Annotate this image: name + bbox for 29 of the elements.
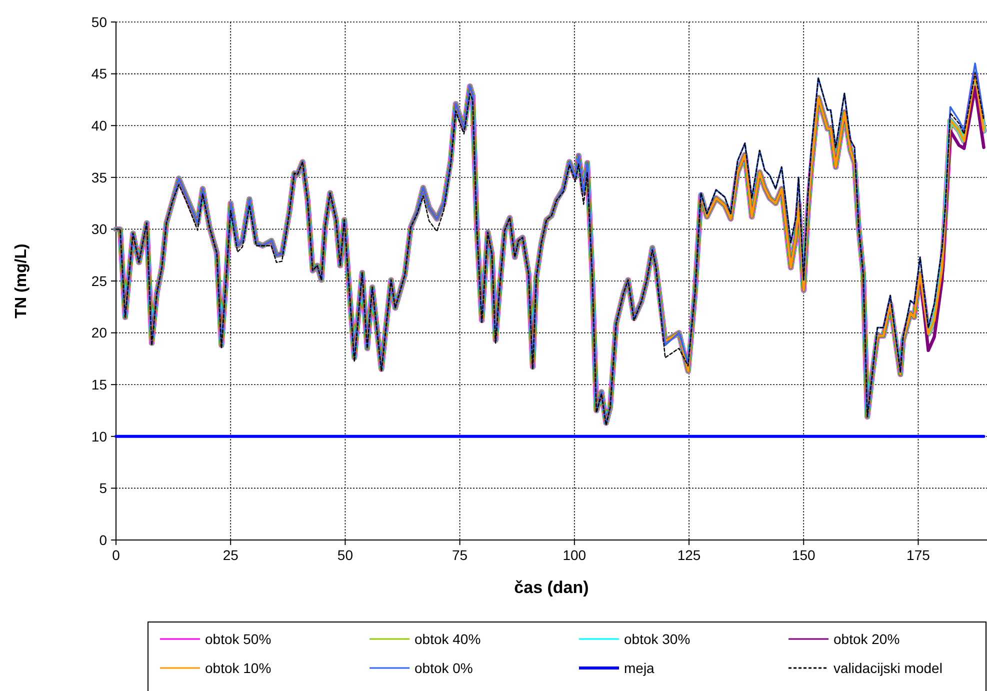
y-axis-title: TN (mg/L) [13,244,30,318]
legend-label: obtok 0% [414,660,473,676]
legend-label: obtok 30% [624,630,690,647]
legend-label: meja [624,660,655,676]
y-tick-label: 5 [99,480,108,496]
legend-label: obtok 50% [205,630,272,647]
y-tick-label: 40 [91,118,108,134]
y-tick-label: 45 [91,66,108,82]
x-tick-label: 100 [562,547,586,563]
legend-label: obtok 40% [414,630,481,647]
x-tick-label: 75 [452,547,468,563]
y-tick-label: 50 [91,14,108,30]
legend-label: validacijski model [834,660,942,676]
y-tick-label: 35 [91,169,108,186]
legend-label: obtok 10% [205,660,272,676]
y-tick-label: 25 [91,272,108,289]
x-tick-label: 25 [222,547,239,563]
x-tick-label: 175 [906,547,930,563]
x-tick-label: 125 [677,547,701,563]
y-tick-label: 20 [91,324,108,341]
x-tick-label: 150 [792,547,816,563]
y-tick-label: 10 [91,428,108,444]
x-tick-label: 50 [337,547,354,563]
y-tick-label: 15 [91,376,108,392]
y-tick-label: 0 [99,532,108,548]
y-tick-label: 30 [91,221,108,238]
x-axis-title: čas (dan) [514,578,589,597]
x-tick-label: 0 [112,547,120,563]
legend-label: obtok 20% [834,630,900,647]
